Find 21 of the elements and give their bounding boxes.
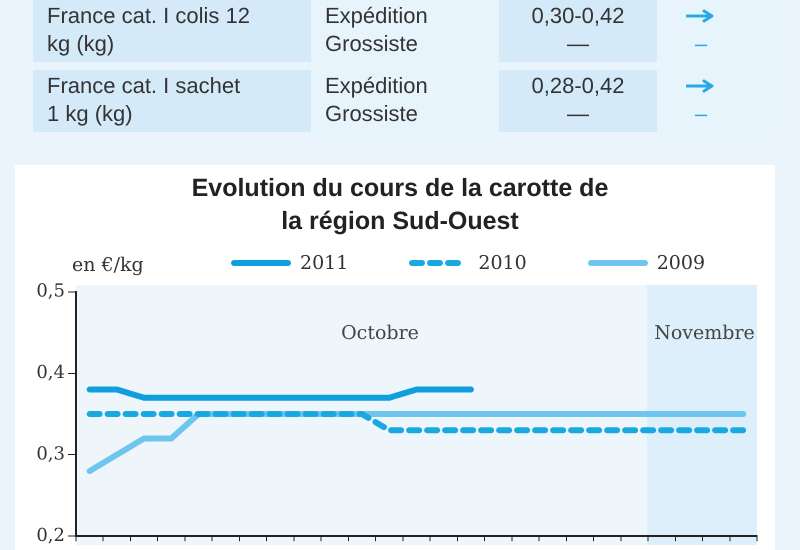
legend-label: 2011 [300,252,348,274]
y-axis-title: en €/kg [72,254,144,276]
y-tick-label: 0,4 [36,362,65,383]
chart-title: Evolution du cours de la carotte de la région Sud-Ouest [190,173,610,237]
text: France cat. I colis 12 kg (kg) [33,0,311,62]
text: 0,28-0,42 [530,72,626,100]
y-tick-label: 0,5 [36,280,65,302]
text: – [694,30,708,58]
annotation: Novembre [653,322,756,344]
text: 0,30-0,42 [530,2,626,30]
legend-label: 2009 [656,252,706,274]
annotation: Octobre [340,322,420,344]
text: France cat. I sachet 1 kg (kg) [33,70,311,132]
text: – [694,100,708,128]
text: Expédition Grossiste [324,72,429,128]
legend-label: 2010 [478,252,527,274]
text: — [566,30,590,58]
text: — [566,100,590,128]
text: Expédition Grossiste [324,2,429,58]
y-tick-label: 0,3 [36,443,65,464]
y-tick-label: 0,2 [36,524,65,546]
